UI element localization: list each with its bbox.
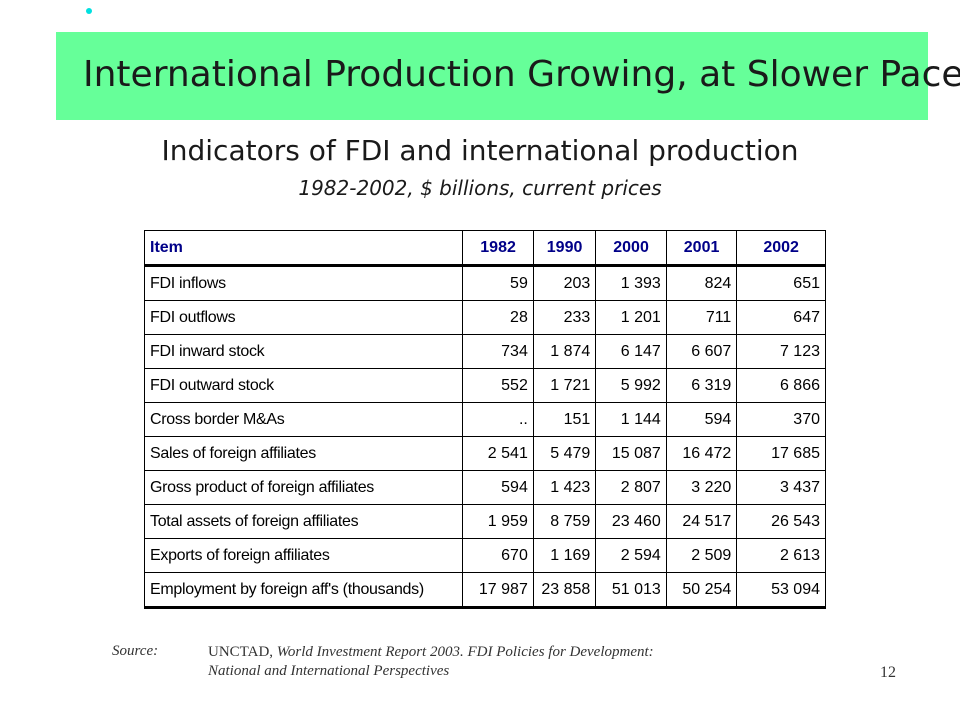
table-cell: 26 543: [736, 504, 826, 539]
table-cell: 15 087: [595, 436, 667, 471]
table-cell: 1 721: [532, 368, 597, 403]
table-cell: 3 220: [665, 470, 738, 505]
table-cell: 24 517: [665, 504, 738, 539]
table-row: Gross product of foreign affiliates 594 …: [143, 470, 826, 505]
table-cell: 2 594: [595, 538, 667, 573]
table-cell: 203: [532, 265, 597, 301]
table-cell: 594: [462, 470, 534, 505]
row-label: Sales of foreign affiliates: [143, 436, 464, 471]
table-cell: 8 759: [532, 504, 597, 539]
table-row: FDI inward stock 734 1 874 6 147 6 607 7…: [143, 334, 826, 369]
table-cell: 53 094: [736, 572, 826, 609]
row-label: Cross border M&As: [143, 402, 464, 437]
table-cell: 651: [736, 265, 826, 301]
table-cell: 59: [462, 265, 534, 301]
table-cell: 2 509: [665, 538, 738, 573]
column-header: 2000: [595, 230, 667, 267]
table-cell: 5 992: [595, 368, 667, 403]
table-row: Cross border M&As .. 151 1 144 594 370: [143, 402, 826, 437]
table-cell: 7 123: [736, 334, 826, 369]
table-cell: 17 987: [462, 572, 534, 609]
table-cell: 50 254: [665, 572, 738, 609]
table-cell: 6 147: [595, 334, 667, 369]
column-header: 1990: [532, 230, 597, 267]
row-label: FDI inward stock: [143, 334, 464, 369]
table-cell: 6 607: [665, 334, 738, 369]
table-cell: 6 319: [665, 368, 738, 403]
slide-title: International Production Growing, at Slo…: [83, 54, 960, 95]
table-row: Exports of foreign affiliates 670 1 169 …: [143, 538, 826, 573]
table-cell: 1 959: [462, 504, 534, 539]
table-cell: 17 685: [736, 436, 826, 471]
table-header-row: Item 1982 1990 2000 2001 2002: [143, 230, 826, 267]
table-cell: 28: [462, 300, 534, 335]
table-cell: 594: [665, 402, 738, 437]
table-cell: 3 437: [736, 470, 826, 505]
source-citation: UNCTAD, World Investment Report 2003. FD…: [208, 643, 828, 681]
table-cell: 233: [532, 300, 597, 335]
table-subtitle: 1982-2002, $ billions, current prices: [298, 176, 662, 200]
table-cell: 1 169: [532, 538, 597, 573]
table-cell: 1 393: [595, 265, 667, 301]
table-cell: 23 858: [532, 572, 597, 609]
table-cell: 2 541: [462, 436, 534, 471]
title-banner: International Production Growing, at Slo…: [56, 32, 960, 120]
row-label: Gross product of foreign affiliates: [143, 470, 464, 505]
table-cell: 2 613: [736, 538, 826, 573]
page-number: 12: [880, 664, 896, 681]
row-label: Exports of foreign affiliates: [143, 538, 464, 573]
row-label: FDI outflows: [143, 300, 464, 335]
row-label: FDI outward stock: [143, 368, 464, 403]
column-header: 2001: [665, 230, 738, 267]
table-cell: 734: [462, 334, 534, 369]
source-org: UNCTAD,: [208, 644, 274, 660]
column-header: Item: [143, 230, 464, 267]
table-cell: 824: [665, 265, 738, 301]
table-cell: 16 472: [665, 436, 738, 471]
table-cell: 647: [736, 300, 826, 335]
source-report-line2: National and International Perspectives: [208, 663, 450, 679]
source-report: World Investment Report 2003. FDI Polici…: [276, 644, 654, 660]
table-row: Employment by foreign aff's (thousands) …: [143, 572, 826, 609]
table-cell: 151: [532, 402, 597, 437]
table-cell: 23 460: [595, 504, 667, 539]
table-cell: 1 144: [595, 402, 667, 437]
table-title: Indicators of FDI and international prod…: [161, 134, 799, 167]
table-cell: 2 807: [595, 470, 667, 505]
table-cell: 51 013: [595, 572, 667, 609]
row-label: Total assets of foreign affiliates: [143, 504, 464, 539]
bullet-dot: [86, 8, 92, 14]
table-row: FDI outflows 28 233 1 201 711 647: [143, 300, 826, 335]
table-cell: 1 201: [595, 300, 667, 335]
table-row: Sales of foreign affiliates 2 541 5 479 …: [143, 436, 826, 471]
table-cell: 370: [736, 402, 826, 437]
table-row: FDI inflows 59 203 1 393 824 651: [143, 265, 826, 301]
column-header: 1982: [462, 230, 534, 267]
table-cell: 670: [462, 538, 534, 573]
column-header: 2002: [736, 230, 826, 267]
source-label: Source:: [112, 643, 159, 659]
table-cell: 6 866: [736, 368, 826, 403]
fdi-table-container: Item 1982 1990 2000 2001 2002 FDI inflow…: [143, 230, 826, 609]
table-cell: 552: [462, 368, 534, 403]
table-cell: 1 423: [532, 470, 597, 505]
table-cell: 1 874: [532, 334, 597, 369]
table-row: FDI outward stock 552 1 721 5 992 6 319 …: [143, 368, 826, 403]
table-row: Total assets of foreign affiliates 1 959…: [143, 504, 826, 539]
table-cell: ..: [462, 402, 534, 437]
table-cell: 711: [665, 300, 738, 335]
row-label: FDI inflows: [143, 265, 464, 301]
fdi-indicators-table: Item 1982 1990 2000 2001 2002 FDI inflow…: [143, 230, 826, 609]
row-label: Employment by foreign aff's (thousands): [143, 572, 464, 609]
table-cell: 5 479: [532, 436, 597, 471]
